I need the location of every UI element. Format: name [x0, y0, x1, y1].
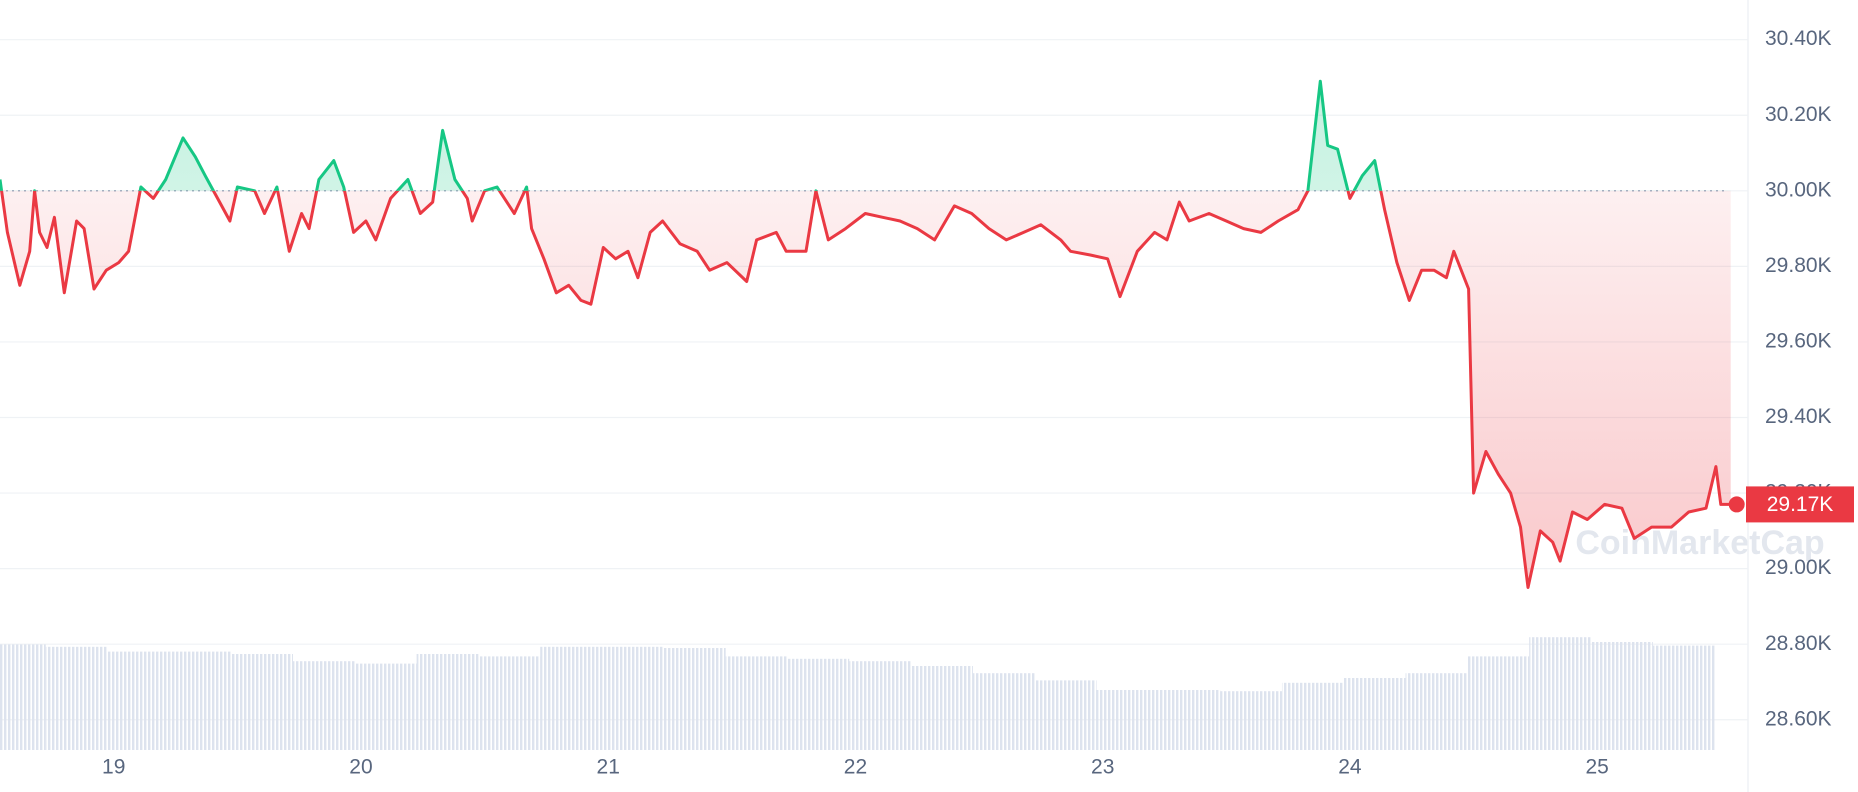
volume-bar: [1220, 691, 1282, 750]
y-tick-label: 28.60K: [1765, 707, 1832, 730]
y-tick-label: 30.40K: [1765, 27, 1832, 50]
volume-bar: [231, 654, 293, 750]
volume-bar: [292, 661, 355, 750]
volume-bar: [849, 661, 912, 750]
x-tick-label: 25: [1586, 756, 1609, 779]
volume-bar: [107, 651, 170, 750]
volume-bar: [540, 646, 603, 750]
volume-bar: [45, 646, 108, 750]
volume-bar: [1652, 645, 1715, 750]
x-tick-label: 24: [1338, 756, 1362, 779]
volume-bar: [972, 673, 1035, 750]
x-tick-label: 23: [1091, 756, 1114, 779]
x-tick-label: 22: [844, 756, 867, 779]
y-tick-label: 29.40K: [1765, 405, 1832, 428]
volume-bar: [1467, 656, 1530, 750]
price-tag: [1746, 486, 1854, 523]
volume-bar: [1343, 678, 1406, 750]
price-tag-label: 29.17K: [1767, 493, 1834, 516]
y-tick-label: 29.60K: [1765, 329, 1832, 352]
volume-bar: [1096, 690, 1159, 750]
volume-bar: [725, 656, 788, 750]
volume-bar: [1034, 680, 1097, 750]
x-tick-label: 20: [349, 756, 372, 779]
y-tick-label: 30.20K: [1765, 103, 1832, 126]
volume-bar: [1158, 690, 1221, 750]
x-tick-label: 21: [597, 756, 620, 779]
watermark: CoinMarketCap: [1575, 524, 1824, 562]
y-tick-label: 30.00K: [1765, 178, 1832, 201]
volume-bar: [478, 656, 541, 750]
last-point: [1728, 496, 1745, 513]
area-up: [0, 81, 1731, 191]
volume-bar: [787, 658, 850, 750]
y-tick-label: 29.80K: [1765, 254, 1832, 277]
volume-bar: [169, 651, 232, 750]
volume-bar: [663, 648, 726, 750]
y-tick-label: 29.00K: [1765, 556, 1832, 579]
volume-bar: [602, 646, 664, 750]
volume-bar: [1281, 682, 1344, 750]
volume-bar: [1529, 637, 1592, 750]
y-tick-label: 28.80K: [1765, 632, 1832, 655]
x-tick-label: 19: [102, 756, 125, 779]
volume-bar: [1405, 673, 1468, 750]
volume-bar: [416, 654, 479, 750]
price-line-down: [0, 190, 1731, 589]
volume-bar: [911, 666, 973, 750]
area-down: [1, 190, 1731, 588]
volume-bar: [354, 663, 417, 750]
volume-bar: [1591, 642, 1653, 750]
volume-bar: [0, 644, 46, 750]
